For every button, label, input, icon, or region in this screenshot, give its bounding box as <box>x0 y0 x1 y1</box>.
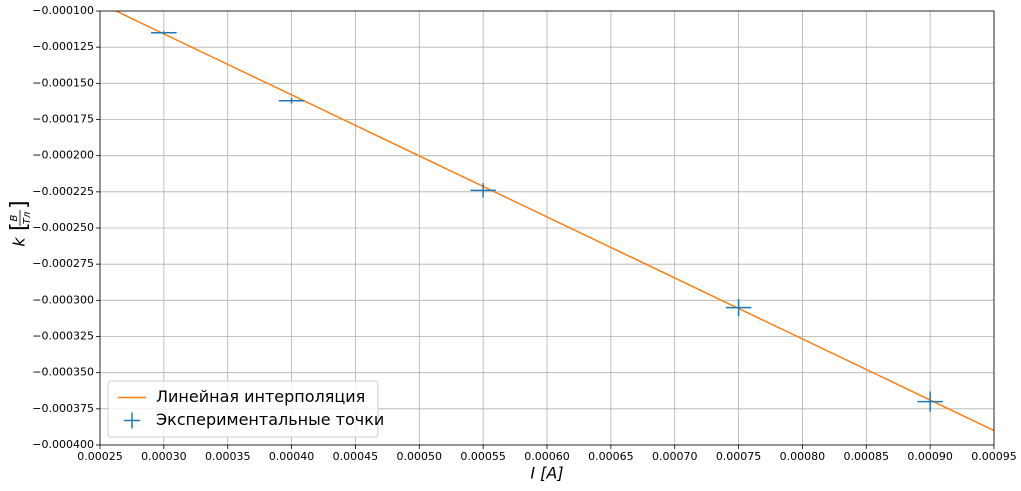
y-label-denominator: Тл <box>22 211 33 224</box>
y-label-symbol: k <box>10 237 29 247</box>
fit-line <box>115 11 994 432</box>
x-tick-label: 0.00085 <box>844 450 890 463</box>
y-tick-label: −0.000300 <box>32 293 94 306</box>
x-tick-label: 0.00045 <box>333 450 379 463</box>
x-tick-label: 0.00025 <box>77 450 123 463</box>
y-label-bracket: ] <box>7 200 32 209</box>
y-tick-label: −0.000250 <box>32 221 94 234</box>
grid <box>99 10 995 446</box>
legend-box <box>107 380 379 438</box>
x-tick-label: 0.00070 <box>652 450 698 463</box>
x-tick-label: 0.00035 <box>205 450 251 463</box>
x-tick-label: 0.00055 <box>460 450 506 463</box>
y-label-numerator: В <box>9 214 20 221</box>
y-tick-label: −0.000200 <box>32 149 94 162</box>
legend-label: Экспериментальные точки <box>156 410 384 429</box>
y-tick-label: −0.000350 <box>32 366 94 379</box>
ticks: 0.00025 0.00030 0.00035 0.00040 0.00045 0.000… <box>32 4 1016 463</box>
x-tick-label: 0.00090 <box>907 450 953 463</box>
x-tick-label: 0.00075 <box>716 450 762 463</box>
x-tick-label: 0.00050 <box>397 450 443 463</box>
y-tick-label: −0.000175 <box>32 113 94 126</box>
x-tick-label: 0.00065 <box>588 450 634 463</box>
y-tick-label: −0.000325 <box>32 330 94 343</box>
legend-label: Линейная интерполяция <box>156 387 365 406</box>
x-axis-label: I [A] <box>530 464 563 483</box>
y-tick-label: −0.000400 <box>32 438 94 451</box>
y-tick-label: −0.000375 <box>32 402 94 415</box>
x-tick-label: 0.00080 <box>780 450 826 463</box>
legend: Линейная интерполяция Экспериментальные т… <box>107 380 384 438</box>
y-axis-label: k [ В Тл ] <box>7 200 33 246</box>
y-tick-label: −0.000125 <box>32 40 94 53</box>
y-tick-label: −0.000150 <box>32 76 94 89</box>
x-tick-label: 0.00030 <box>141 450 187 463</box>
data <box>115 11 994 432</box>
y-tick-label: −0.000275 <box>32 257 94 270</box>
y-label-bracket: [ <box>7 222 32 231</box>
x-tick-label: 0.00060 <box>524 450 570 463</box>
y-tick-label: −0.000100 <box>32 4 94 17</box>
x-tick-label: 0.00095 <box>971 450 1017 463</box>
x-tick-label: 0.00040 <box>269 450 315 463</box>
y-tick-label: −0.000225 <box>32 185 94 198</box>
